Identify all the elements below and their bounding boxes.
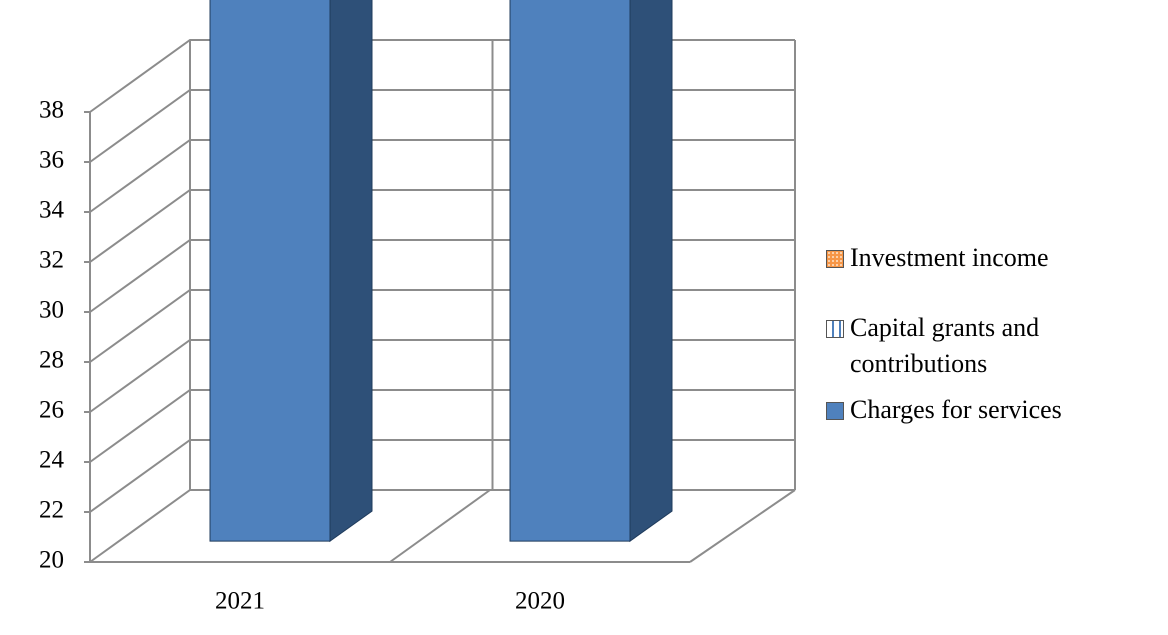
y-tick-label: 26 [39,397,64,424]
legend-label: Charges for services [850,395,1062,424]
y-tick-label: 28 [39,347,64,374]
bar-side [329,0,373,543]
bar-front [209,0,331,542]
legend-label: Investment income [850,243,1049,272]
grid-line [89,39,795,113]
grid-line [89,289,795,363]
bar-segment [209,0,373,543]
bar-front [509,0,631,542]
grid-line [89,189,795,263]
legend-swatch [826,250,844,268]
y-tick-label: 36 [39,147,64,174]
legend-swatch [826,320,844,338]
legend-item: Investment income [826,240,1156,276]
grid-line [89,389,795,463]
grid-line [89,439,795,513]
floor-edge [389,489,491,563]
y-tick-label: 32 [39,247,64,274]
grid-line [89,239,795,313]
floor-edge [689,489,796,563]
legend: Investment income Capital grants and cont… [826,240,1156,438]
y-tick-label: 38 [39,97,64,124]
bar-side [629,0,673,543]
y-tick-label: 22 [39,497,64,524]
legend-item: Capital grants and contributions [826,310,1156,382]
y-tick-label: 34 [39,197,65,224]
legend-item: Charges for services [826,392,1156,428]
bar-segment [509,0,673,543]
grid-line [89,489,795,563]
y-tick-label: 30 [39,297,64,324]
x-tick-label: 2020 [515,588,565,615]
legend-swatch [826,402,844,420]
legend-label: Capital grants and contributions [850,313,1040,378]
grid-line [89,139,795,213]
grid-line [89,339,795,413]
x-tick-label: 2021 [215,588,265,615]
y-tick-label: 20 [39,547,64,574]
y-tick-label: 24 [39,447,65,474]
grid-line [89,89,795,163]
